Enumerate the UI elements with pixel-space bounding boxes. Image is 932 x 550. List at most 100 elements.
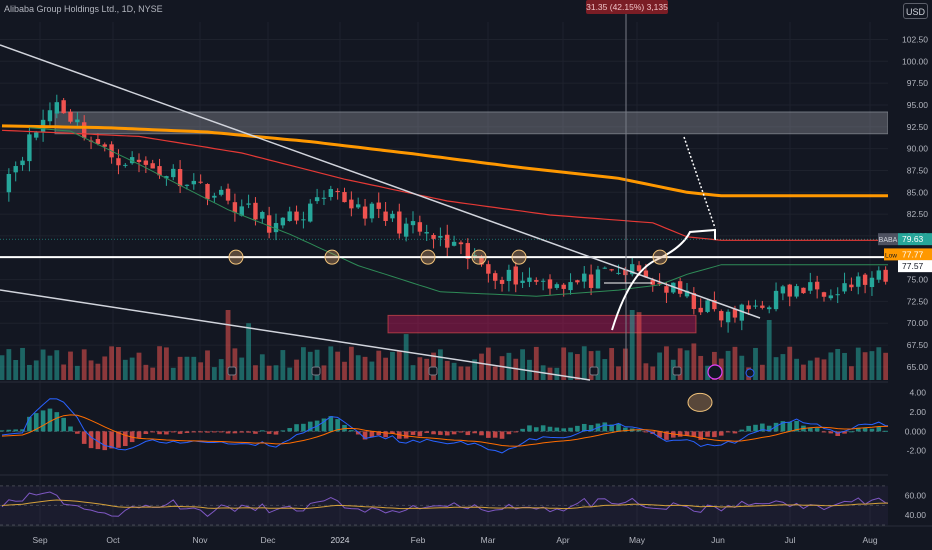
candle — [27, 134, 32, 162]
macd-histogram-bar — [143, 431, 149, 435]
candle — [6, 173, 12, 193]
macd-histogram-bar — [410, 431, 416, 435]
rsi-tick-label: 40.00 — [905, 510, 927, 520]
touch-marker — [324, 249, 340, 265]
candle — [582, 273, 587, 282]
macd-pane — [0, 381, 932, 454]
macd-line — [1, 398, 932, 454]
macd-histogram-bar — [383, 431, 388, 438]
macd-histogram-bar — [499, 431, 505, 439]
volume-bar — [458, 366, 464, 380]
volume-bar — [177, 356, 183, 380]
price-tick-label: 70.00 — [907, 318, 929, 328]
support-price-text: 77.57 — [902, 261, 924, 271]
time-axis[interactable]: Sep Oct Nov Dec 2024 Feb Mar Apr May Jun Jul Aug — [0, 525, 932, 545]
candle — [266, 215, 272, 233]
candle — [157, 166, 162, 176]
volume-bar — [753, 347, 758, 380]
macd-histogram-bar — [81, 431, 87, 444]
volume-bar — [68, 351, 73, 380]
price-tick-label: 90.00 — [907, 144, 929, 154]
volume-bar — [828, 352, 834, 380]
candle — [68, 111, 73, 122]
currency-button[interactable]: USD — [903, 3, 928, 19]
macd-histogram-bar — [225, 431, 231, 434]
symbol-title[interactable]: Alibaba Group Holdings Ltd., 1D, NYSE — [4, 4, 163, 14]
volume-bar — [253, 365, 258, 380]
macd-histogram-bar — [486, 431, 491, 438]
macd-histogram-bar — [705, 431, 710, 437]
time-tick-label: Dec — [260, 535, 276, 545]
macd-histogram-bar — [40, 410, 46, 432]
rounding-curve — [611, 228, 716, 331]
macd-histogram-bar — [657, 431, 662, 438]
price-tick-label: 72.50 — [907, 296, 929, 306]
macd-histogram-bar — [664, 431, 669, 440]
price-axis[interactable]: 102.50 100.00 97.50 95.00 92.50 90.00 87.50 85.… — [888, 20, 932, 550]
candle — [650, 279, 655, 285]
macd-histogram-bar — [677, 431, 683, 437]
event-badge — [589, 366, 599, 376]
macd-histogram-bar — [68, 426, 73, 432]
candle — [575, 280, 580, 283]
macd-histogram-bar — [150, 431, 155, 433]
candle — [842, 283, 847, 292]
volume-bar — [191, 356, 197, 380]
candle — [821, 292, 827, 297]
candle — [677, 281, 683, 294]
candle — [205, 184, 210, 200]
macd-tick-label: 0.000 — [905, 426, 927, 436]
macd-histogram-bar — [75, 431, 80, 434]
macd-histogram-bar — [451, 431, 457, 435]
dividend-marker — [707, 364, 723, 380]
candle — [75, 119, 80, 123]
candle — [664, 286, 669, 293]
volume-bar — [342, 361, 347, 380]
candle — [609, 269, 614, 271]
candle — [225, 188, 231, 201]
candle — [554, 284, 560, 288]
candle — [13, 166, 18, 173]
candle — [753, 305, 758, 307]
candle — [705, 300, 710, 312]
candle — [431, 234, 436, 239]
rsi-tick-label: 60.00 — [905, 491, 927, 501]
macd-histogram-bar — [212, 431, 217, 433]
candle — [424, 232, 429, 234]
candle — [362, 206, 368, 219]
candle — [253, 202, 258, 220]
candle — [136, 159, 142, 162]
macd-histogram-bar — [260, 430, 265, 432]
candle — [479, 256, 484, 265]
low-tag — [884, 248, 898, 261]
candle — [47, 110, 53, 122]
macd-tick-label: 4.00 — [909, 388, 926, 398]
volume-bar — [835, 348, 841, 380]
descending-trendline — [0, 44, 761, 319]
volume-bar — [451, 362, 457, 380]
candle — [301, 219, 306, 221]
low-price-text: 77.77 — [902, 249, 924, 259]
macd-histogram-bar — [554, 427, 560, 432]
volume-bar — [650, 366, 656, 380]
volume-bar — [81, 349, 87, 380]
trendline-drawings — [0, 14, 888, 381]
volume-bar — [575, 354, 580, 380]
time-tick-label: Nov — [192, 535, 208, 545]
macd-histogram-bar — [746, 425, 751, 432]
volume-bar — [259, 354, 265, 380]
time-tick-label: Mar — [481, 535, 496, 545]
candle — [767, 307, 772, 310]
macd-histogram-bar — [609, 424, 614, 432]
low-tag-text: Low — [885, 252, 897, 259]
rsi-pane — [0, 474, 932, 526]
macd-histogram-bar — [403, 431, 409, 439]
candle — [82, 122, 87, 138]
candle — [349, 199, 354, 209]
volume-bar — [136, 352, 142, 380]
touch-marker — [420, 249, 436, 265]
candle — [191, 180, 196, 185]
volume-bar — [691, 343, 697, 380]
volume-bar — [876, 347, 882, 380]
